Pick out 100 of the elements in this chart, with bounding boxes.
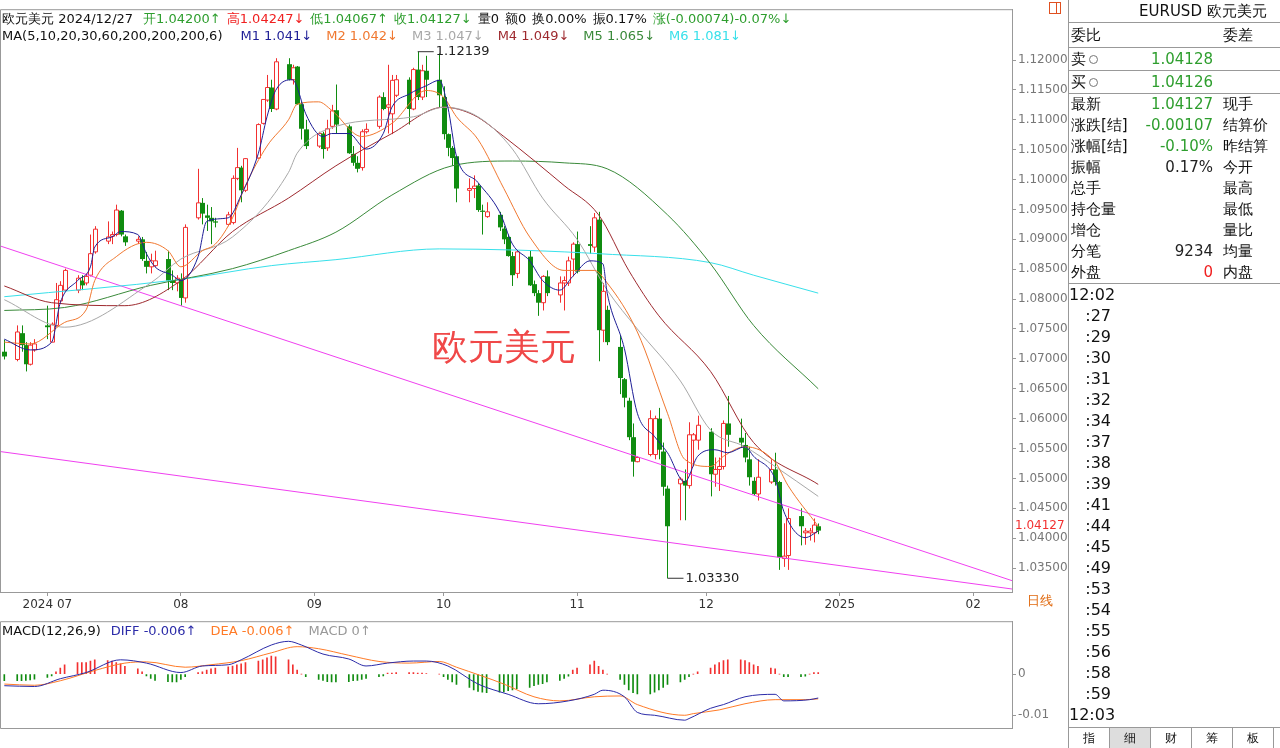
category-label: 内盘: [1223, 263, 1253, 281]
category-label: :41: [1085, 495, 1111, 514]
text: M1 1.041↓: [240, 27, 313, 43]
y-tick-label: 1.06500: [1018, 380, 1068, 395]
category-label: 委比: [1071, 25, 1101, 46]
text: 1.04127: [1015, 517, 1065, 532]
text: -0.00107: [1145, 116, 1213, 134]
candlestick: [330, 104, 335, 130]
x-tick-label: 2024 07: [22, 597, 73, 612]
y-tick-label: 1.08500: [1018, 261, 1068, 276]
category-label: 今开: [1223, 158, 1253, 176]
category-label: 最高: [1223, 179, 1253, 197]
category-label: 最低: [1223, 200, 1253, 218]
text: 0.17%: [1165, 158, 1213, 176]
y-tick-label: 1.04500: [1018, 500, 1068, 515]
text: M3 1.047↓: [411, 27, 484, 43]
y-tick-label: 1.06000: [1018, 410, 1068, 425]
annotation: 欧元美元: [432, 326, 577, 368]
text: 1.04126: [1150, 73, 1213, 91]
text: MA(5,10,20,30,60,200,200,200,6): [2, 27, 223, 43]
x-tick-label: 11: [569, 597, 585, 612]
category-label: 持仓量: [1071, 199, 1116, 220]
text: 板: [1233, 728, 1274, 748]
y-tick-label: 1.03500: [1018, 560, 1068, 575]
category-label: 12:03: [1069, 705, 1116, 724]
category-label: 外盘: [1071, 262, 1101, 283]
category-label: 委差: [1223, 26, 1253, 44]
text: 指: [1069, 728, 1110, 748]
category-label: 结算价: [1223, 116, 1268, 134]
text: 1.04128: [1150, 50, 1213, 68]
category-label: :30: [1085, 348, 1111, 367]
text: M4 1.049↓: [497, 27, 570, 43]
y-tick-label: 1.08000: [1018, 291, 1068, 306]
candlestick: [420, 64, 425, 101]
category-label: :37: [1085, 432, 1111, 451]
category-label: :29: [1085, 327, 1111, 346]
candlestick: [515, 250, 520, 279]
candlestick: [545, 269, 550, 297]
text: M5 1.065↓: [583, 27, 656, 43]
category-label: 总手: [1071, 178, 1101, 199]
y-tick-label: 1.10000: [1018, 171, 1068, 186]
y-tick-label: 1.09500: [1018, 201, 1068, 216]
category-label: :54: [1085, 600, 1111, 619]
series-label: DEA -0.006↑: [210, 622, 295, 638]
x-tick-label: 10: [435, 597, 452, 612]
y-tick-label: 1.12000: [1018, 52, 1068, 67]
x-tick-label: 2025: [824, 597, 856, 612]
line-series: [3, 160, 819, 390]
y-tick-label: 1.04000: [1018, 530, 1068, 545]
candlestick: [334, 84, 339, 135]
y-tick-label: 1.05500: [1018, 440, 1068, 455]
annotation: 振0.17%: [592, 10, 647, 26]
x-tick-label: 12: [698, 597, 714, 612]
annotation: 额0: [504, 10, 527, 26]
category-label: 现手: [1223, 95, 1253, 113]
text: 筹: [1192, 728, 1233, 748]
text: 细: [1110, 728, 1151, 748]
category-label: 增仓: [1071, 220, 1101, 241]
x-tick-label: 09: [306, 597, 323, 612]
category-label: 涨幅[结]: [1071, 136, 1128, 157]
x-tick-label: 02: [965, 597, 981, 612]
text: M6 1.081↓: [669, 27, 741, 43]
y-tick-label: 1.09000: [1018, 231, 1068, 246]
category-label: :59: [1085, 684, 1111, 703]
annotation: 开1.04200↑: [143, 10, 221, 26]
text: -0.10%: [1159, 137, 1213, 155]
category-label: 买: [1071, 72, 1086, 93]
candlestick: [726, 395, 731, 448]
category-label: :44: [1085, 516, 1111, 535]
y-tick-label: 0: [1018, 666, 1026, 681]
category-label: :32: [1085, 390, 1111, 409]
category-label: :58: [1085, 663, 1111, 682]
annotation: 涨(-0.00074)-0.07%↓: [652, 10, 792, 26]
candlestick: [424, 55, 429, 98]
y-tick-label: 1.07500: [1018, 321, 1068, 336]
annotation: 1.03330: [685, 569, 740, 585]
category-label: 昨结算: [1223, 137, 1268, 155]
category-label: 分笔: [1071, 241, 1101, 262]
category-label: :53: [1085, 579, 1111, 598]
category-label: 卖: [1071, 49, 1086, 70]
text: 1.04127: [1150, 95, 1213, 113]
category-label: 振幅: [1071, 157, 1101, 178]
y-tick-label: 1.07000: [1018, 351, 1068, 366]
annotation: 换0.00%: [532, 10, 587, 26]
x-tick-label: 08: [173, 597, 189, 612]
y-tick-label: 1.10500: [1018, 141, 1068, 156]
annotation: 低1.04067↑: [310, 10, 389, 26]
category-label: :34: [1085, 411, 1111, 430]
category-label: :38: [1085, 453, 1111, 472]
candlestick: [200, 197, 205, 225]
category-label: :56: [1085, 642, 1111, 661]
text: 0: [1203, 263, 1213, 281]
category-label: 最新: [1071, 94, 1101, 115]
annotation: 高1.04247↓: [226, 10, 305, 26]
category-label: :49: [1085, 558, 1111, 577]
annotation: 收1.04127↓: [394, 10, 472, 26]
annotation: 1.12139: [435, 43, 490, 59]
candlestick: [45, 305, 50, 340]
category-label: 12:02: [1069, 285, 1116, 304]
candlestick: [386, 64, 391, 135]
